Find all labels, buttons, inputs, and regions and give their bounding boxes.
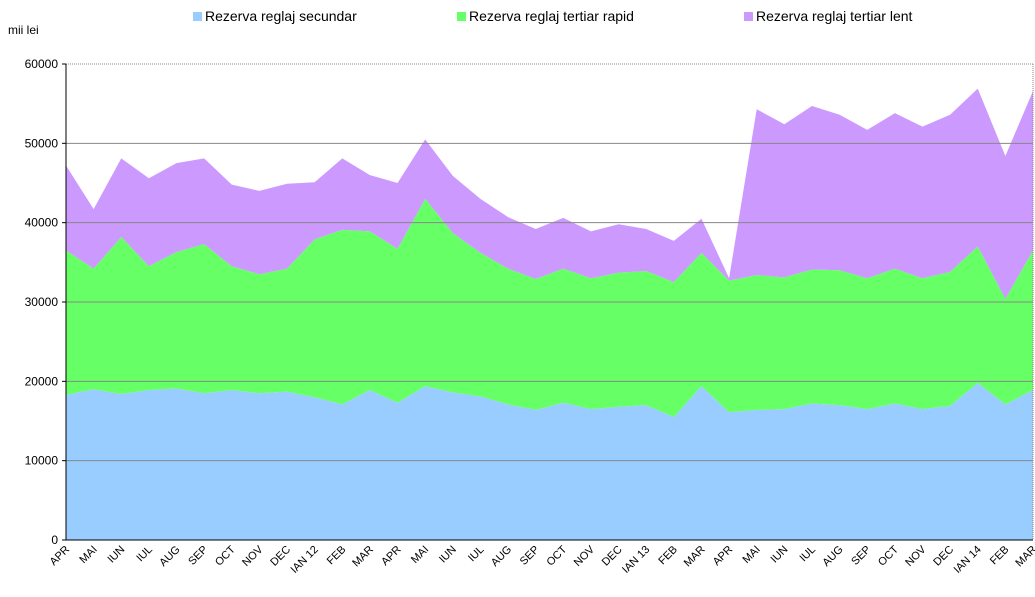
x-tick-label: APR — [48, 544, 73, 569]
x-tick-label: DEC — [931, 544, 956, 569]
x-tick-label: AUG — [820, 544, 845, 569]
y-tick-label: 20000 — [25, 374, 59, 388]
x-tick-label: APR — [711, 544, 736, 569]
x-tick-label: IUL — [797, 544, 818, 565]
x-tick-label: NOV — [240, 543, 266, 569]
x-tick-label: IAN 13 — [620, 544, 652, 576]
y-axis-label: mii lei — [8, 23, 39, 37]
y-tick-label: 0 — [51, 533, 58, 547]
x-tick-label: MAI — [77, 544, 99, 566]
x-tick-label: OCT — [213, 543, 238, 568]
x-tick-label: IUN — [437, 544, 459, 566]
legend-label: Rezerva reglaj tertiar lent — [756, 8, 913, 24]
y-tick-label: 50000 — [25, 136, 59, 150]
x-tick-label: SEP — [518, 544, 542, 568]
x-tick-label: MAR — [682, 544, 708, 570]
x-tick-label: AUG — [157, 544, 182, 569]
x-tick-label: IAN 14 — [952, 544, 984, 576]
legend-swatch — [744, 12, 753, 21]
area — [66, 382, 1033, 540]
area — [66, 88, 1033, 299]
legend-label: Rezerva reglaj tertiar rapid — [469, 8, 634, 24]
area — [66, 198, 1033, 418]
x-tick-label: SEP — [186, 544, 210, 568]
x-tick-label: FEB — [988, 544, 1012, 568]
x-tick-label: SEP — [849, 544, 873, 568]
x-tick-label: FEB — [656, 544, 680, 568]
x-tick-label: IAN 12 — [289, 544, 321, 576]
x-tick-label: NOV — [903, 543, 929, 569]
x-tick-label: IUN — [105, 544, 127, 566]
x-tick-label: NOV — [572, 543, 598, 569]
y-tick-label: 30000 — [25, 295, 59, 309]
x-tick-label: OCT — [545, 543, 570, 568]
x-tick-label: OCT — [876, 543, 901, 568]
y-tick-label: 60000 — [25, 57, 59, 71]
x-tick-label: IUL — [134, 544, 155, 565]
x-tick-label: MAR — [350, 544, 376, 570]
y-tick-label: 40000 — [25, 216, 59, 230]
x-tick-label: IUN — [769, 544, 791, 566]
y-tick-label: 10000 — [25, 454, 59, 468]
x-tick-label: DEC — [600, 544, 625, 569]
legend-label: Rezerva reglaj secundar — [205, 8, 357, 24]
x-tick-label: AUG — [489, 544, 514, 569]
x-tick-label: MAR — [1013, 544, 1035, 570]
x-tick-label: DEC — [268, 544, 293, 569]
x-tick-label: APR — [379, 544, 404, 569]
x-tick-label: IUL — [466, 544, 487, 565]
legend-swatch — [193, 12, 202, 21]
x-tick-label: MAI — [409, 544, 431, 566]
legend-swatch — [457, 12, 466, 21]
x-tick-label: MAI — [741, 544, 763, 566]
x-tick-label: FEB — [325, 544, 349, 568]
